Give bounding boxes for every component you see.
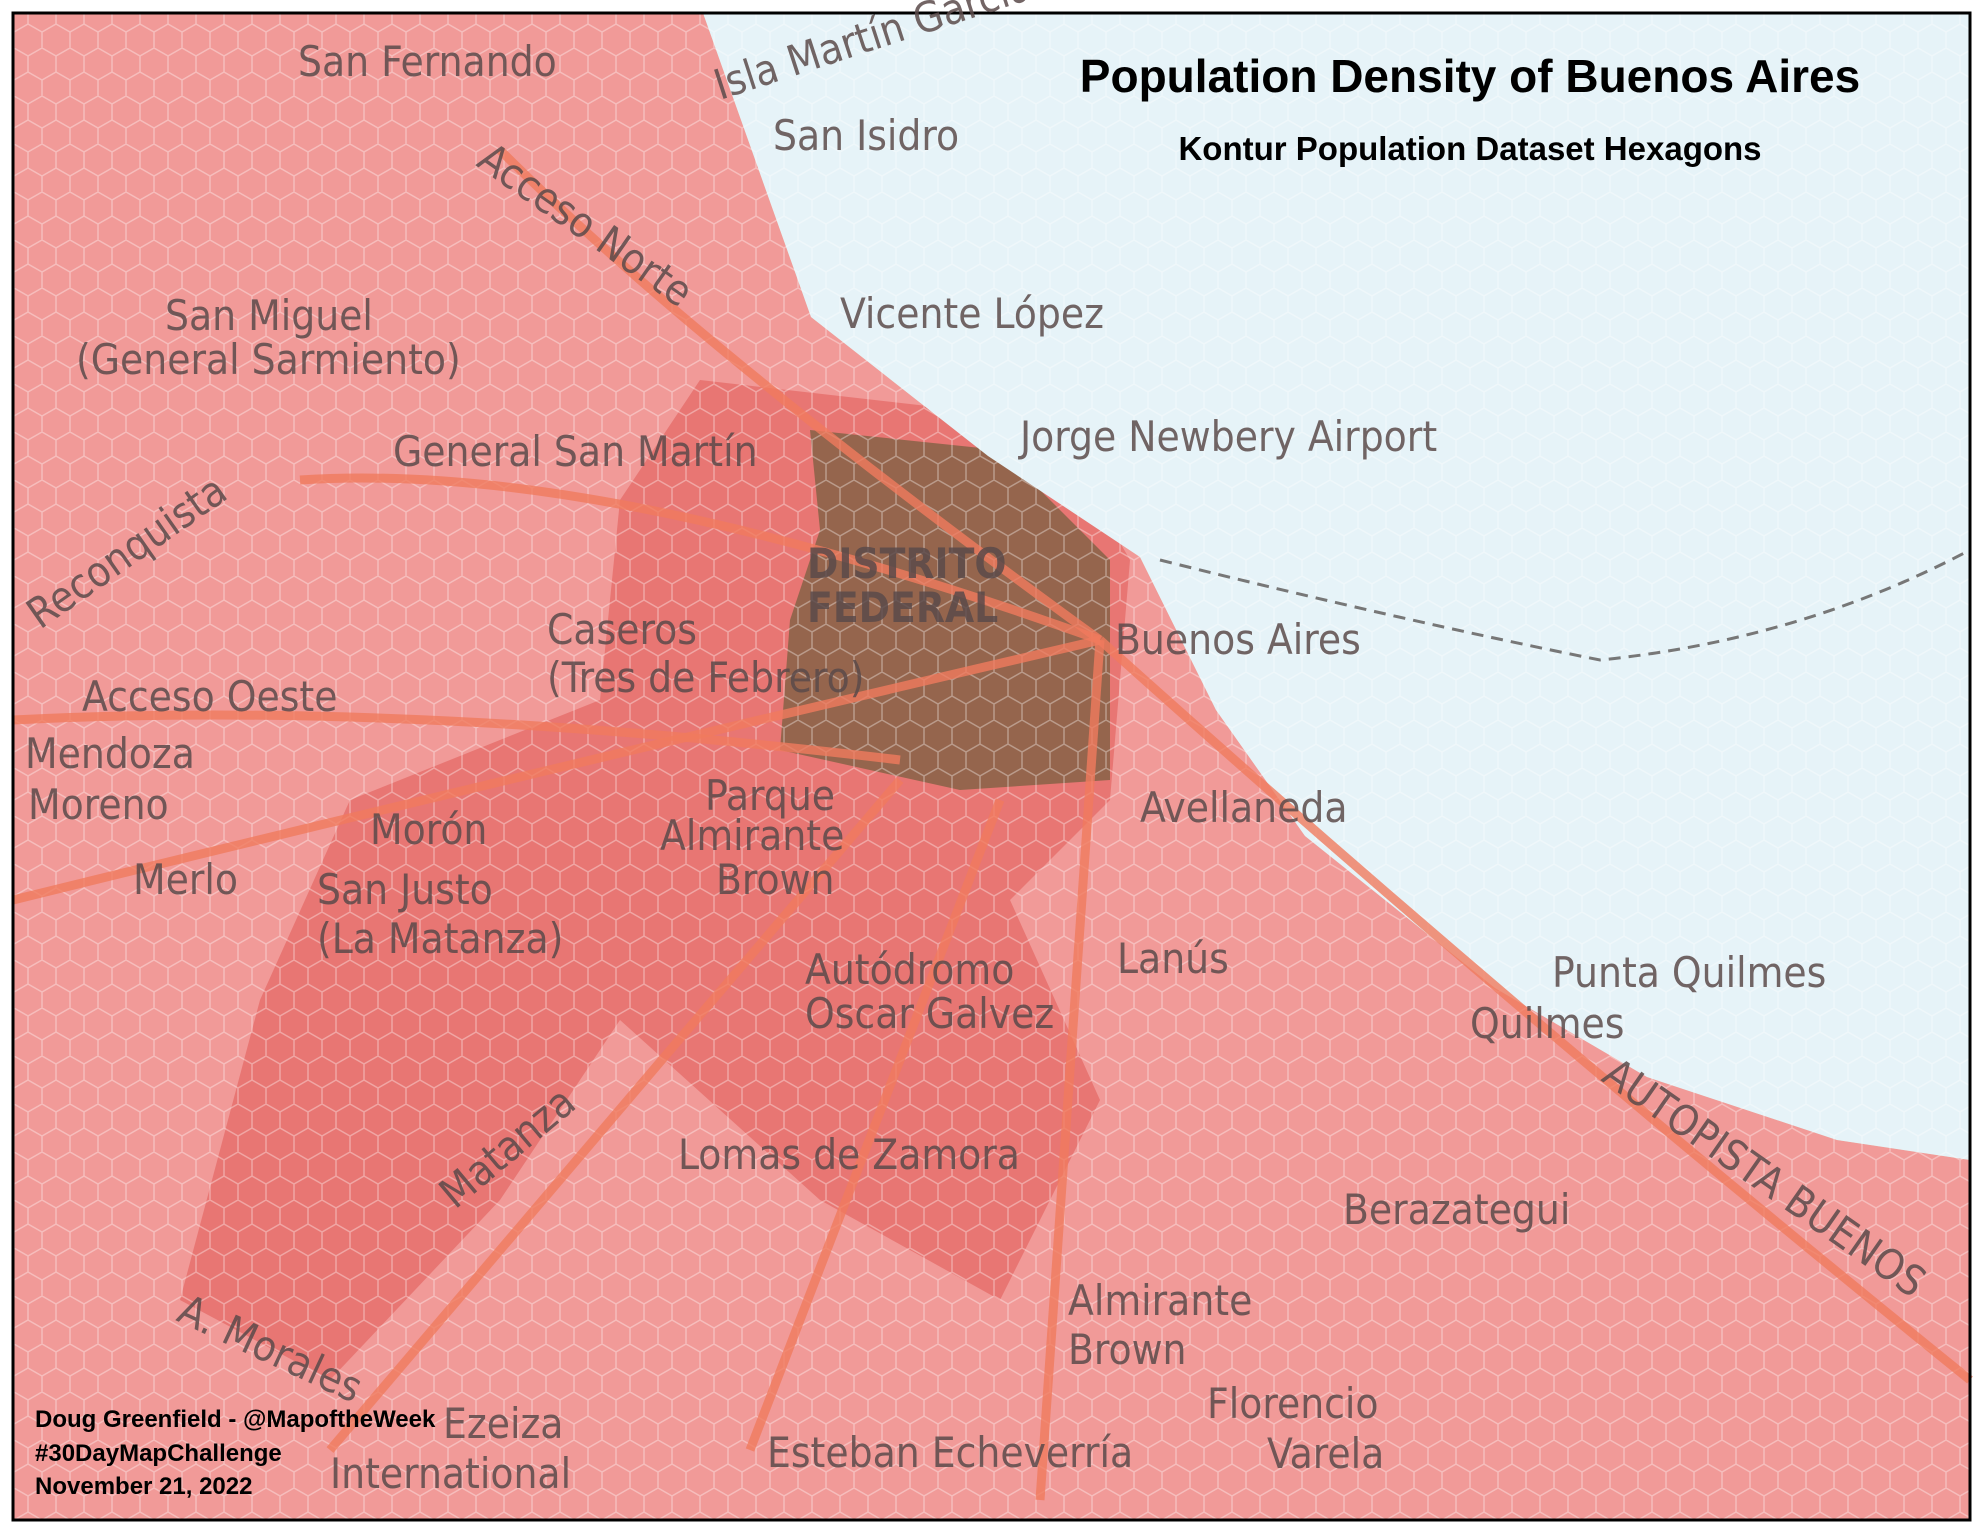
place-label: San Fernando — [298, 37, 557, 86]
place-label: Acceso Oeste — [82, 672, 337, 721]
place-label: General San Martín — [393, 427, 758, 476]
place-label: Buenos Aires — [1115, 615, 1361, 664]
place-label: Brown — [716, 855, 835, 904]
place-label: Caseros — [547, 605, 697, 654]
place-label: Esteban Echeverría — [767, 1428, 1133, 1477]
place-label: San Isidro — [773, 111, 959, 160]
place-label: Oscar Galvez — [805, 989, 1054, 1038]
credit: November 21, 2022 — [35, 1473, 252, 1500]
place-label: DISTRITO — [807, 539, 1006, 588]
place-label: Autódromo — [805, 945, 1014, 994]
place-label: Lanús — [1117, 934, 1229, 983]
map-subtitle: Kontur Population Dataset Hexagons — [1178, 130, 1761, 167]
place-label: International — [330, 1449, 571, 1498]
place-label: (La Matanza) — [317, 914, 563, 963]
frame — [11, 11, 1972, 1522]
place-label: Vicente López — [840, 289, 1104, 338]
place-label: Berazategui — [1343, 1185, 1570, 1234]
boundary — [1159, 548, 1971, 662]
place-label: Florencio — [1207, 1379, 1379, 1428]
place-label: Morón — [370, 805, 487, 854]
credit: Doug Greenfield - @MapoftheWeek — [35, 1406, 436, 1433]
place-label: Almirante — [660, 811, 844, 860]
place-label: Ezeiza — [443, 1399, 563, 1448]
place-label: San Miguel — [165, 291, 373, 340]
place-label: Merlo — [133, 855, 238, 904]
place-label: Avellaneda — [1140, 783, 1348, 832]
place-label: Lomas de Zamora — [678, 1130, 1020, 1179]
place-label: San Justo — [317, 865, 493, 914]
place-label: Almirante — [1068, 1276, 1252, 1325]
place-label: (General Sarmiento) — [76, 335, 461, 384]
place-label: (Tres de Febrero) — [547, 653, 864, 702]
place-label: Punta Quilmes — [1552, 948, 1826, 997]
place-label: Varela — [1267, 1429, 1384, 1478]
place-label: Brown — [1068, 1325, 1187, 1374]
credit: #30DayMapChallenge — [35, 1440, 282, 1467]
place-label: Parque — [705, 771, 835, 820]
place-label: Quilmes — [1470, 999, 1624, 1048]
place-label: Moreno — [28, 780, 169, 829]
map-title: Population Density of Buenos Aires — [1080, 50, 1860, 102]
place-label: Mendoza — [25, 729, 195, 778]
roads — [11, 146, 1973, 1501]
place-label: Jorge Newbery Airport — [1018, 412, 1437, 461]
hex-grid — [13, 13, 1970, 1520]
place-label: FEDERAL — [807, 583, 998, 632]
